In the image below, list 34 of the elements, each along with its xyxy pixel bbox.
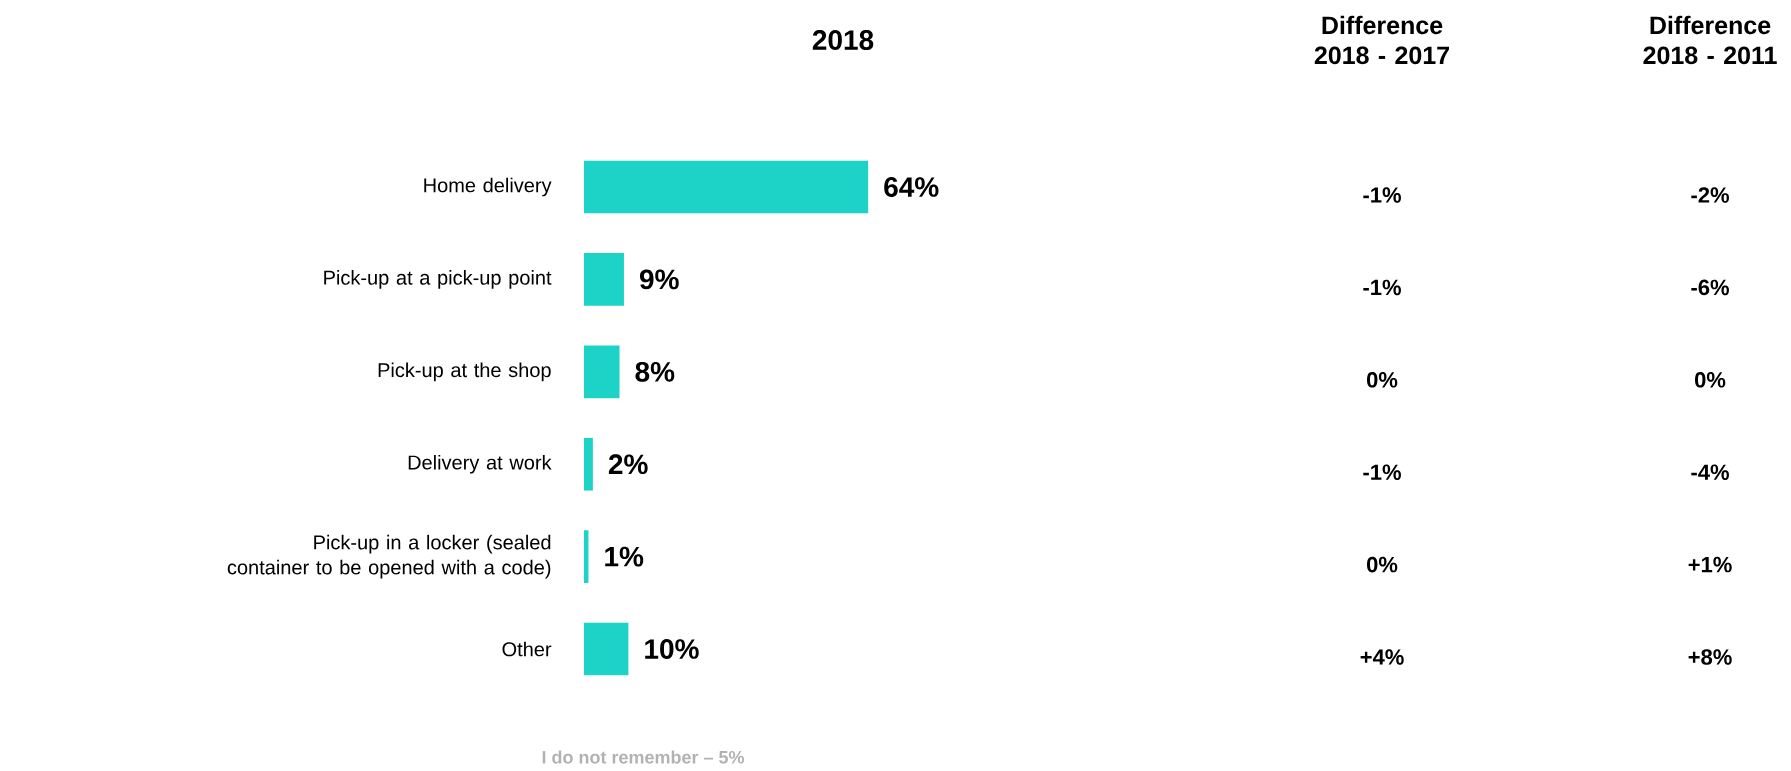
data-label: 1% bbox=[605, 546, 644, 567]
data-label: 2% bbox=[608, 454, 648, 475]
text: +1% bbox=[1688, 556, 1732, 573]
text: 0% bbox=[1366, 556, 1398, 573]
text: -1% bbox=[1363, 279, 1401, 296]
data-label: 8% bbox=[635, 361, 675, 382]
y-tick-label: Other bbox=[502, 641, 552, 657]
text: 0% bbox=[1695, 372, 1726, 388]
text: -2% bbox=[1691, 187, 1729, 203]
y-tick-label: Home delivery bbox=[424, 177, 552, 197]
bar bbox=[584, 530, 589, 583]
text: -4% bbox=[1691, 464, 1729, 480]
bar bbox=[584, 160, 869, 214]
y-tick-label: Pick-up in a locker (sealed container to be opened with a code) bbox=[227, 534, 551, 579]
text: Difference 2018 - 2011 bbox=[1643, 15, 1777, 65]
y-tick-label: Delivery at work bbox=[408, 454, 552, 474]
text: -6% bbox=[1691, 279, 1729, 296]
text: Difference 2018 - 2017 bbox=[1314, 15, 1449, 65]
y-tick-label: Pick-up at a pick-up point bbox=[324, 270, 552, 289]
bar bbox=[584, 253, 624, 306]
text: +4% bbox=[1360, 649, 1404, 665]
text: +8% bbox=[1688, 649, 1732, 665]
text: I do not remember – 5% bbox=[542, 750, 745, 764]
chart-title: 2018 bbox=[812, 30, 874, 50]
data-label: 10% bbox=[645, 639, 699, 659]
data-label: 9% bbox=[639, 269, 679, 290]
data-label: 64% bbox=[884, 177, 939, 197]
bar bbox=[584, 345, 620, 399]
text: 0% bbox=[1366, 372, 1398, 388]
bar bbox=[584, 622, 629, 676]
text: -1% bbox=[1363, 464, 1401, 480]
text: -1% bbox=[1363, 187, 1401, 203]
bar bbox=[584, 437, 593, 491]
y-tick-label: Pick-up at the shop bbox=[378, 362, 551, 382]
